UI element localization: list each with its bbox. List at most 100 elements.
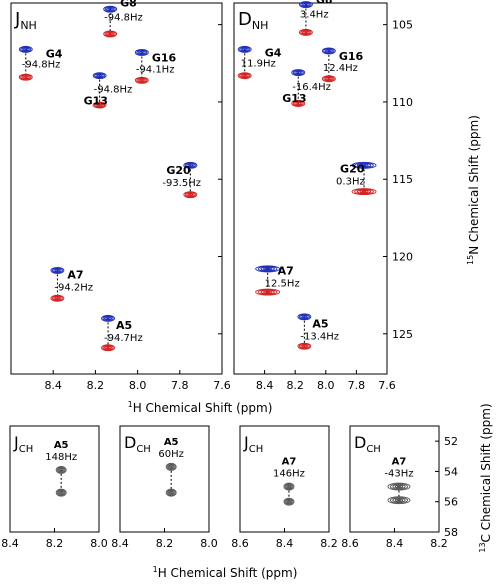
panel-label: DNH	[238, 9, 268, 32]
x-tick-label: 8.2	[430, 537, 448, 550]
peak-coupling: -94.8Hz	[94, 84, 133, 95]
peak-red	[351, 188, 377, 196]
x-tick-label: 8.6	[341, 537, 359, 550]
x-tick-label: 7.6	[378, 379, 396, 392]
y-tick-label: 125	[392, 328, 413, 341]
peak-gray	[55, 465, 67, 474]
panel-label: DCH	[124, 433, 151, 455]
y-tick-label: 105	[392, 19, 413, 32]
peak-label: G20	[166, 164, 191, 177]
peak-coupling: 12.5Hz	[265, 278, 300, 289]
y-tick-label: 120	[392, 251, 413, 264]
peak-blue	[183, 161, 198, 169]
peak-label: A7	[278, 264, 294, 277]
peak-blue	[291, 69, 306, 77]
peak-red	[92, 101, 107, 109]
peak-label: G13	[282, 92, 306, 105]
peak-coupling: -43Hz	[384, 469, 413, 480]
peak-red	[18, 73, 33, 81]
x-tick-label: 8.4	[386, 537, 404, 550]
peak-label: G8	[316, 0, 333, 6]
peak-blue	[134, 49, 149, 56]
peak-blue	[101, 314, 116, 322]
peak-g16: G16-94.1Hz	[134, 49, 177, 84]
x-tick-label: 7.8	[171, 379, 189, 392]
peak-a5: A5-94.7Hz	[101, 314, 143, 352]
peak-red	[50, 294, 65, 302]
peak-g4: G4-94.8Hz	[18, 45, 63, 81]
peak-red	[183, 191, 198, 199]
peak-blue	[18, 45, 33, 53]
x-tick-label: 8.4	[44, 379, 62, 392]
peak-gray	[387, 496, 411, 505]
peak-label: A5	[116, 319, 132, 332]
peak-blue	[50, 266, 65, 274]
x-tick-label: 8.4	[256, 379, 274, 392]
x-tick-label: 8.6	[231, 537, 249, 550]
peak-red	[291, 100, 306, 107]
x-tick-label: 8.0	[90, 537, 108, 550]
peak-coupling: -13.4Hz	[300, 331, 339, 342]
peak-blue	[103, 5, 118, 13]
peak-g8: G8 3.4Hz	[298, 0, 333, 36]
y-axis-label: 15N Chemical Shift (ppm)	[466, 115, 481, 265]
peak-red	[321, 75, 336, 83]
peak-red	[298, 28, 313, 36]
peak-a5: A5-13.4Hz	[297, 313, 339, 350]
y-tick-label: 52	[444, 435, 458, 448]
peak-coupling: 0.3Hz	[336, 176, 365, 187]
peak-red	[103, 30, 118, 38]
x-tick-label: 8.2	[320, 537, 338, 550]
peak-coupling: -94.2Hz	[54, 282, 93, 293]
x-tick-label: 8.2	[156, 537, 174, 550]
peak-blue	[255, 265, 281, 273]
peak-label: G16	[152, 51, 177, 64]
panel-frame	[10, 2, 223, 375]
y-axis-label: 13C Chemical Shift (ppm)	[478, 403, 493, 552]
panel-label: JNH	[14, 9, 37, 32]
peak-a7: A7-94.2Hz	[50, 266, 93, 302]
y-tick-label: 58	[444, 526, 458, 539]
peak-coupling: 12.4Hz	[323, 63, 358, 74]
peak-coupling: -94.1Hz	[136, 64, 175, 75]
peak-gray	[165, 488, 177, 497]
peak-g8: G8 -94.8Hz	[103, 0, 143, 38]
peak-label: G13	[84, 94, 108, 107]
x-axis-label: 1H Chemical Shift (ppm)	[153, 565, 298, 580]
peak-label: G20	[340, 162, 365, 175]
peak-gray	[387, 482, 411, 491]
peak-blue	[297, 313, 312, 321]
x-tick-label: 8.4	[276, 537, 294, 550]
peak-gray	[165, 462, 177, 471]
peak-red	[101, 344, 116, 352]
peak-gray	[283, 497, 295, 506]
panel-label: JCH	[243, 433, 263, 455]
y-tick-label: 110	[392, 96, 413, 109]
x-tick-label: 8.2	[46, 537, 64, 550]
panel-label: DCH	[354, 433, 381, 455]
x-axis-label: 1H Chemical Shift (ppm)	[128, 400, 273, 415]
peak-g13: G13-94.8Hz	[84, 72, 133, 109]
x-tick-label: 8.4	[1, 537, 19, 550]
panel-6: DCH 8.6 8.4 8.2 52 54 56 58 1H Chemical Shift (p…	[153, 403, 493, 580]
peak-coupling: -93.5Hz	[162, 178, 201, 189]
x-tick-label: 8.2	[87, 379, 105, 392]
peak-blue	[92, 72, 107, 80]
x-tick-label: 8.2	[286, 379, 304, 392]
peak-red	[255, 288, 281, 296]
peak-label: G8	[120, 0, 137, 10]
peak-coupling: 3.4Hz	[300, 9, 329, 20]
peak-label: A7	[392, 457, 407, 468]
peak-a7: A7-43Hz	[384, 457, 414, 505]
x-tick-label: 7.6	[213, 379, 231, 392]
x-tick-label: 8.0	[129, 379, 147, 392]
